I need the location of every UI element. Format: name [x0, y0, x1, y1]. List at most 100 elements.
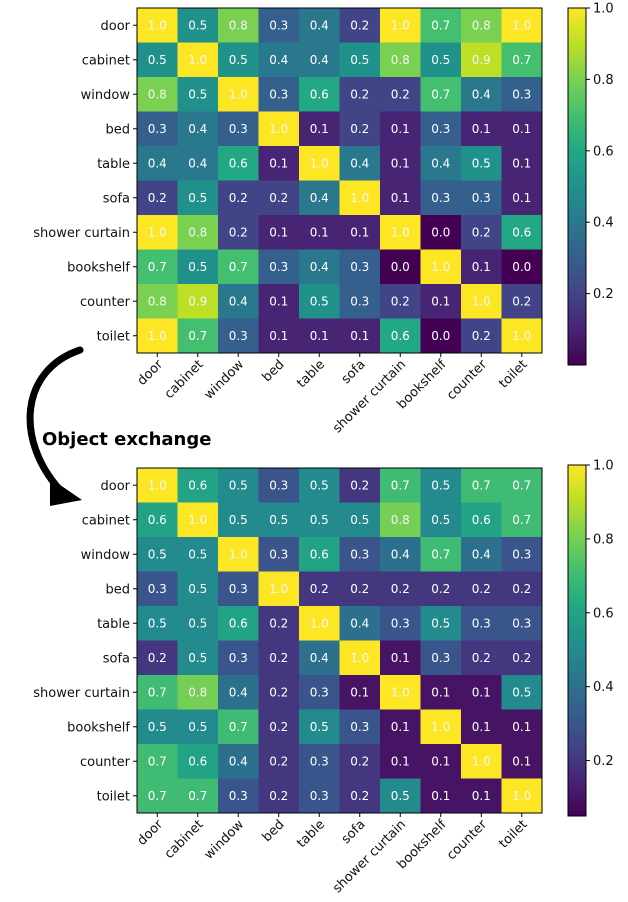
cell-value-label: 0.1: [472, 720, 491, 734]
annotation-text: Object exchange: [42, 429, 211, 450]
heatmap-cell: [177, 675, 219, 710]
y-tick-label: window: [81, 88, 131, 103]
cell-value-label: 1.0: [512, 18, 531, 32]
cell-value-label: 0.1: [269, 156, 288, 170]
cell-value-label: 0.2: [269, 685, 288, 699]
y-tick-label: bed: [105, 582, 130, 597]
cell-value-label: 0.2: [269, 651, 288, 665]
cell-value-label: 0.5: [229, 53, 248, 67]
cell-value-label: 0.1: [269, 329, 288, 343]
cell-value-label: 0.0: [431, 329, 450, 343]
heatmap-cell: [137, 180, 178, 216]
heatmap-cell: [461, 778, 502, 814]
cell-value-label: 1.0: [188, 53, 207, 67]
cell-value-label: 0.2: [431, 582, 450, 596]
heatmap-cell: [339, 180, 381, 216]
y-tick-label: sofa: [103, 191, 130, 206]
heatmap-cell: [461, 8, 502, 43]
cell-value-label: 0.1: [472, 685, 491, 699]
cell-value-label: 0.1: [512, 754, 531, 768]
heatmap-cell: [218, 111, 259, 147]
cell-value-label: 0.3: [269, 18, 288, 32]
cell-value-label: 0.6: [472, 513, 491, 527]
heatmap-cell: [177, 249, 219, 285]
heatmap-cell: [137, 42, 178, 78]
heatmap-cell: [258, 744, 300, 779]
cell-value-label: 0.4: [229, 294, 248, 308]
heatmap-cell: [339, 675, 381, 710]
cell-value-label: 0.2: [350, 754, 369, 768]
cell-value-label: 0.1: [391, 754, 410, 768]
cell-value-label: 0.3: [229, 651, 248, 665]
heatmap-cell: [420, 571, 462, 607]
heatmap-cell: [420, 215, 462, 250]
heatmap-cell: [461, 180, 502, 216]
cell-value-label: 1.0: [188, 513, 207, 527]
heatmap-cell: [137, 709, 178, 745]
cell-value-label: 0.1: [431, 685, 450, 699]
heatmap-cell: [137, 318, 178, 354]
heatmap-cell: [501, 318, 543, 354]
cell-value-label: 0.3: [310, 685, 329, 699]
cell-value-label: 0.1: [472, 260, 491, 274]
cell-value-label: 0.1: [269, 225, 288, 239]
colorbar-tick-label: 0.4: [593, 680, 614, 695]
cell-value-label: 1.0: [148, 329, 167, 343]
heatmap-cell: [420, 606, 462, 641]
heatmap-cell: [501, 284, 543, 319]
cell-value-label: 0.6: [229, 156, 248, 170]
heatmap-cell: [420, 778, 462, 814]
cell-value-label: 0.2: [472, 225, 491, 239]
heatmap-cell: [177, 606, 219, 641]
y-tick-label: table: [97, 617, 130, 632]
cell-value-label: 0.8: [229, 18, 248, 32]
heatmap-cell: [218, 468, 259, 503]
cell-value-label: 0.0: [512, 260, 531, 274]
heatmap-bottom: 1.0 0.6 0.5 0.3 0.5 0.2 0.7 0.5 0.7 0.7 0.6 1.0 0.5 0…: [33, 459, 613, 897]
heatmap-cell: [218, 77, 259, 112]
heatmap-cell: [258, 778, 300, 814]
y-tick-label: bed: [105, 122, 130, 137]
cell-value-label: 0.3: [148, 122, 167, 136]
heatmap-cell: [339, 537, 381, 572]
heatmap-cell: [177, 537, 219, 572]
cell-value-label: 0.5: [350, 513, 369, 527]
cell-value-label: 0.4: [431, 156, 450, 170]
heatmap-cell: [258, 675, 300, 710]
heatmap-cell: [218, 675, 259, 710]
cell-value-label: 0.5: [512, 685, 531, 699]
cell-value-label: 0.2: [350, 478, 369, 492]
heatmap-cell: [177, 571, 219, 607]
cell-value-label: 0.1: [512, 122, 531, 136]
heatmap-cell: [339, 249, 381, 285]
cell-value-label: 0.1: [391, 651, 410, 665]
heatmap-cell: [339, 8, 381, 43]
heatmap-cell: [177, 318, 219, 354]
cell-value-label: 0.5: [269, 513, 288, 527]
cell-value-label: 0.7: [148, 789, 167, 803]
heatmap-cell: [218, 502, 259, 538]
cell-value-label: 0.7: [148, 754, 167, 768]
heatmap-cell: [177, 180, 219, 216]
heatmap-cell: [339, 468, 381, 503]
cell-value-label: 0.1: [350, 329, 369, 343]
cell-value-label: 0.6: [229, 616, 248, 630]
cell-value-label: 0.2: [350, 122, 369, 136]
heatmap-cell: [218, 249, 259, 285]
heatmap-cell: [258, 180, 300, 216]
cell-value-label: 0.4: [188, 156, 207, 170]
heatmap-cell: [258, 571, 300, 607]
heatmap-cell: [339, 284, 381, 319]
colorbar-tick-label: 0.8: [593, 532, 614, 547]
cell-value-label: 1.0: [229, 547, 248, 561]
cell-value-label: 0.3: [269, 87, 288, 101]
heatmap-cell: [177, 77, 219, 112]
heatmap-cell: [137, 284, 178, 319]
colorbar-tick-label: 0.2: [593, 287, 614, 302]
heatmap-cell: [299, 249, 340, 285]
heatmap-cell: [258, 111, 300, 147]
heatmap-cell: [299, 675, 340, 710]
x-tick-label: toilet: [496, 817, 530, 851]
cell-value-label: 0.4: [188, 122, 207, 136]
heatmap-cell: [420, 640, 462, 676]
